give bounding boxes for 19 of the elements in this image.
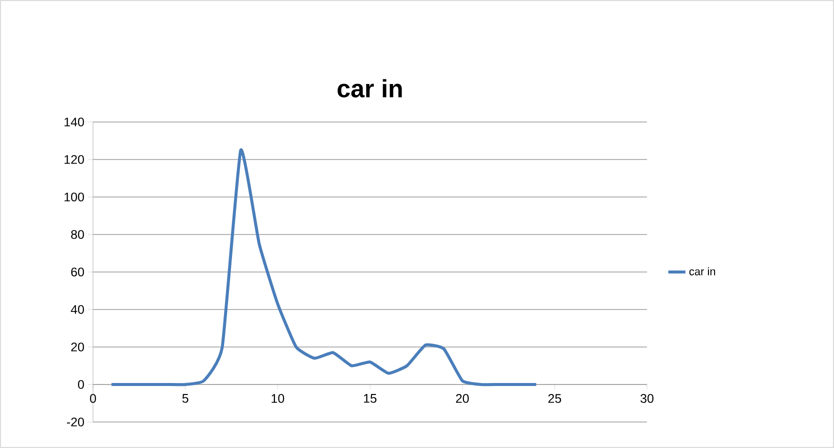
x-tick-label: 15 bbox=[364, 394, 376, 403]
y-tick-label: 60 bbox=[71, 268, 84, 276]
line-series bbox=[110, 148, 538, 386]
y-tick-label: -20 bbox=[66, 418, 84, 426]
y-tick-label: 20 bbox=[71, 342, 84, 352]
chart-title: car in bbox=[338, 79, 402, 98]
y-tick-label: 40 bbox=[70, 305, 84, 314]
y-tick-label: 0 bbox=[78, 380, 84, 389]
legend-label: car in bbox=[689, 267, 716, 276]
x-tick-label: 25 bbox=[548, 394, 562, 403]
y-tick-label: 120 bbox=[64, 155, 84, 164]
x-tick-label: 30 bbox=[640, 394, 654, 403]
x-tick-label: 5 bbox=[182, 394, 188, 403]
x-tick-label: 20 bbox=[456, 394, 469, 403]
x-tick-label: 10 bbox=[272, 394, 284, 403]
y-tick-label: 80 bbox=[71, 230, 84, 239]
y-tick-label: 100 bbox=[64, 192, 84, 202]
y-tick-label: 140 bbox=[64, 118, 84, 126]
x-tick-label: 0 bbox=[90, 394, 96, 403]
